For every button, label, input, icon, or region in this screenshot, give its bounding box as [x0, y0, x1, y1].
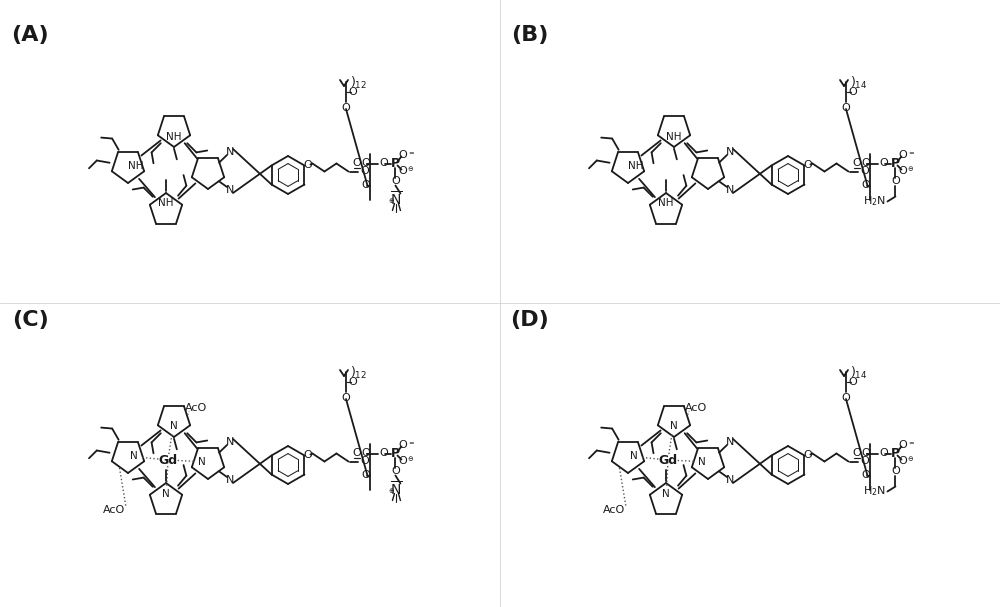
Text: $\mathrm{\overline{N}}$: $\mathrm{\overline{N}}$: [390, 480, 403, 498]
Text: N: N: [726, 147, 734, 157]
Text: O: O: [303, 160, 312, 171]
Text: O: O: [861, 470, 870, 481]
Text: O: O: [379, 158, 388, 169]
Text: N: N: [662, 489, 670, 499]
Text: P: P: [891, 157, 900, 170]
Text: O: O: [842, 103, 850, 113]
Text: H$_2$N: H$_2$N: [863, 484, 886, 498]
Text: O: O: [391, 177, 400, 186]
Text: O: O: [360, 456, 369, 467]
Text: )$_{12}$: )$_{12}$: [350, 365, 367, 381]
Text: $^{\ominus}$: $^{\ominus}$: [907, 456, 915, 467]
Text: O: O: [861, 180, 870, 191]
Text: O: O: [861, 158, 870, 169]
Text: $\mathrm{\overline{N}}$: $\mathrm{\overline{N}}$: [390, 191, 403, 209]
Text: O: O: [898, 166, 907, 177]
Text: (D): (D): [511, 310, 549, 330]
Text: NH: NH: [166, 132, 182, 142]
Text: N: N: [670, 421, 678, 431]
Text: O: O: [879, 158, 888, 169]
Text: $^{\ominus}$: $^{\ominus}$: [907, 166, 915, 177]
Text: O: O: [398, 151, 407, 160]
Text: P: P: [891, 447, 900, 460]
Text: O: O: [361, 158, 370, 169]
Text: O: O: [398, 166, 407, 177]
Text: O: O: [891, 467, 900, 476]
Text: $^{=}$: $^{=}$: [407, 441, 416, 450]
Text: O: O: [342, 103, 350, 113]
Text: AcO: AcO: [603, 505, 625, 515]
Text: P: P: [391, 447, 400, 460]
Text: N: N: [170, 421, 178, 431]
Text: $^{\oplus}$: $^{\oplus}$: [388, 198, 395, 208]
Text: $^{\ominus}$: $^{\ominus}$: [407, 166, 415, 177]
Text: N: N: [226, 475, 234, 485]
Text: O: O: [898, 441, 907, 450]
Text: O: O: [860, 456, 869, 467]
Text: O: O: [349, 377, 357, 387]
Text: N: N: [226, 437, 234, 447]
Text: O: O: [861, 449, 870, 458]
Text: N: N: [162, 489, 170, 499]
Text: $^{=}$: $^{=}$: [907, 441, 916, 450]
Text: NH: NH: [628, 161, 644, 171]
Text: O: O: [352, 158, 361, 169]
Text: )$_{12}$: )$_{12}$: [350, 75, 367, 91]
Text: NH: NH: [666, 132, 682, 142]
Text: $^{=}$: $^{=}$: [907, 151, 916, 160]
Text: O: O: [803, 450, 812, 461]
Text: O: O: [860, 166, 869, 177]
Text: N: N: [726, 437, 734, 447]
Text: )$_{14}$: )$_{14}$: [850, 75, 868, 91]
Text: O: O: [891, 177, 900, 186]
Text: O: O: [361, 449, 370, 458]
Text: N: N: [726, 185, 734, 195]
Text: P: P: [391, 157, 400, 170]
Text: N: N: [198, 457, 206, 467]
Text: O: O: [849, 377, 857, 387]
Text: )$_{14}$: )$_{14}$: [850, 365, 868, 381]
Text: AcO: AcO: [103, 505, 125, 515]
Text: O: O: [852, 449, 861, 458]
Text: N: N: [226, 185, 234, 195]
Text: Gd: Gd: [158, 453, 178, 467]
Text: O: O: [803, 160, 812, 171]
Text: O: O: [391, 467, 400, 476]
Text: O: O: [360, 166, 369, 177]
Text: O: O: [898, 456, 907, 467]
Text: O: O: [898, 151, 907, 160]
Text: $^{=}$: $^{=}$: [407, 151, 416, 160]
Text: $^{\ominus}$: $^{\ominus}$: [407, 456, 415, 467]
Text: N: N: [726, 475, 734, 485]
Text: O: O: [849, 87, 857, 97]
Text: NH: NH: [658, 198, 674, 208]
Text: (C): (C): [12, 310, 48, 330]
Text: H$_2$N: H$_2$N: [863, 195, 886, 208]
Text: O: O: [349, 87, 357, 97]
Text: N: N: [698, 457, 706, 467]
Text: AcO: AcO: [685, 403, 707, 413]
Text: O: O: [879, 449, 888, 458]
Text: O: O: [361, 470, 370, 481]
Text: N: N: [226, 147, 234, 157]
Text: O: O: [303, 450, 312, 461]
Text: AcO: AcO: [185, 403, 207, 413]
Text: O: O: [361, 180, 370, 191]
Text: O: O: [342, 393, 350, 403]
Text: O: O: [398, 456, 407, 467]
Text: O: O: [398, 441, 407, 450]
Text: (A): (A): [11, 25, 49, 45]
Text: NH: NH: [128, 161, 144, 171]
Text: $^{\oplus}$: $^{\oplus}$: [388, 489, 395, 498]
Text: N: N: [630, 451, 638, 461]
Text: O: O: [852, 158, 861, 169]
Text: O: O: [352, 449, 361, 458]
Text: NH: NH: [158, 198, 174, 208]
Text: O: O: [379, 449, 388, 458]
Text: (B): (B): [511, 25, 549, 45]
Text: Gd: Gd: [658, 453, 678, 467]
Text: O: O: [842, 393, 850, 403]
Text: N: N: [130, 451, 138, 461]
